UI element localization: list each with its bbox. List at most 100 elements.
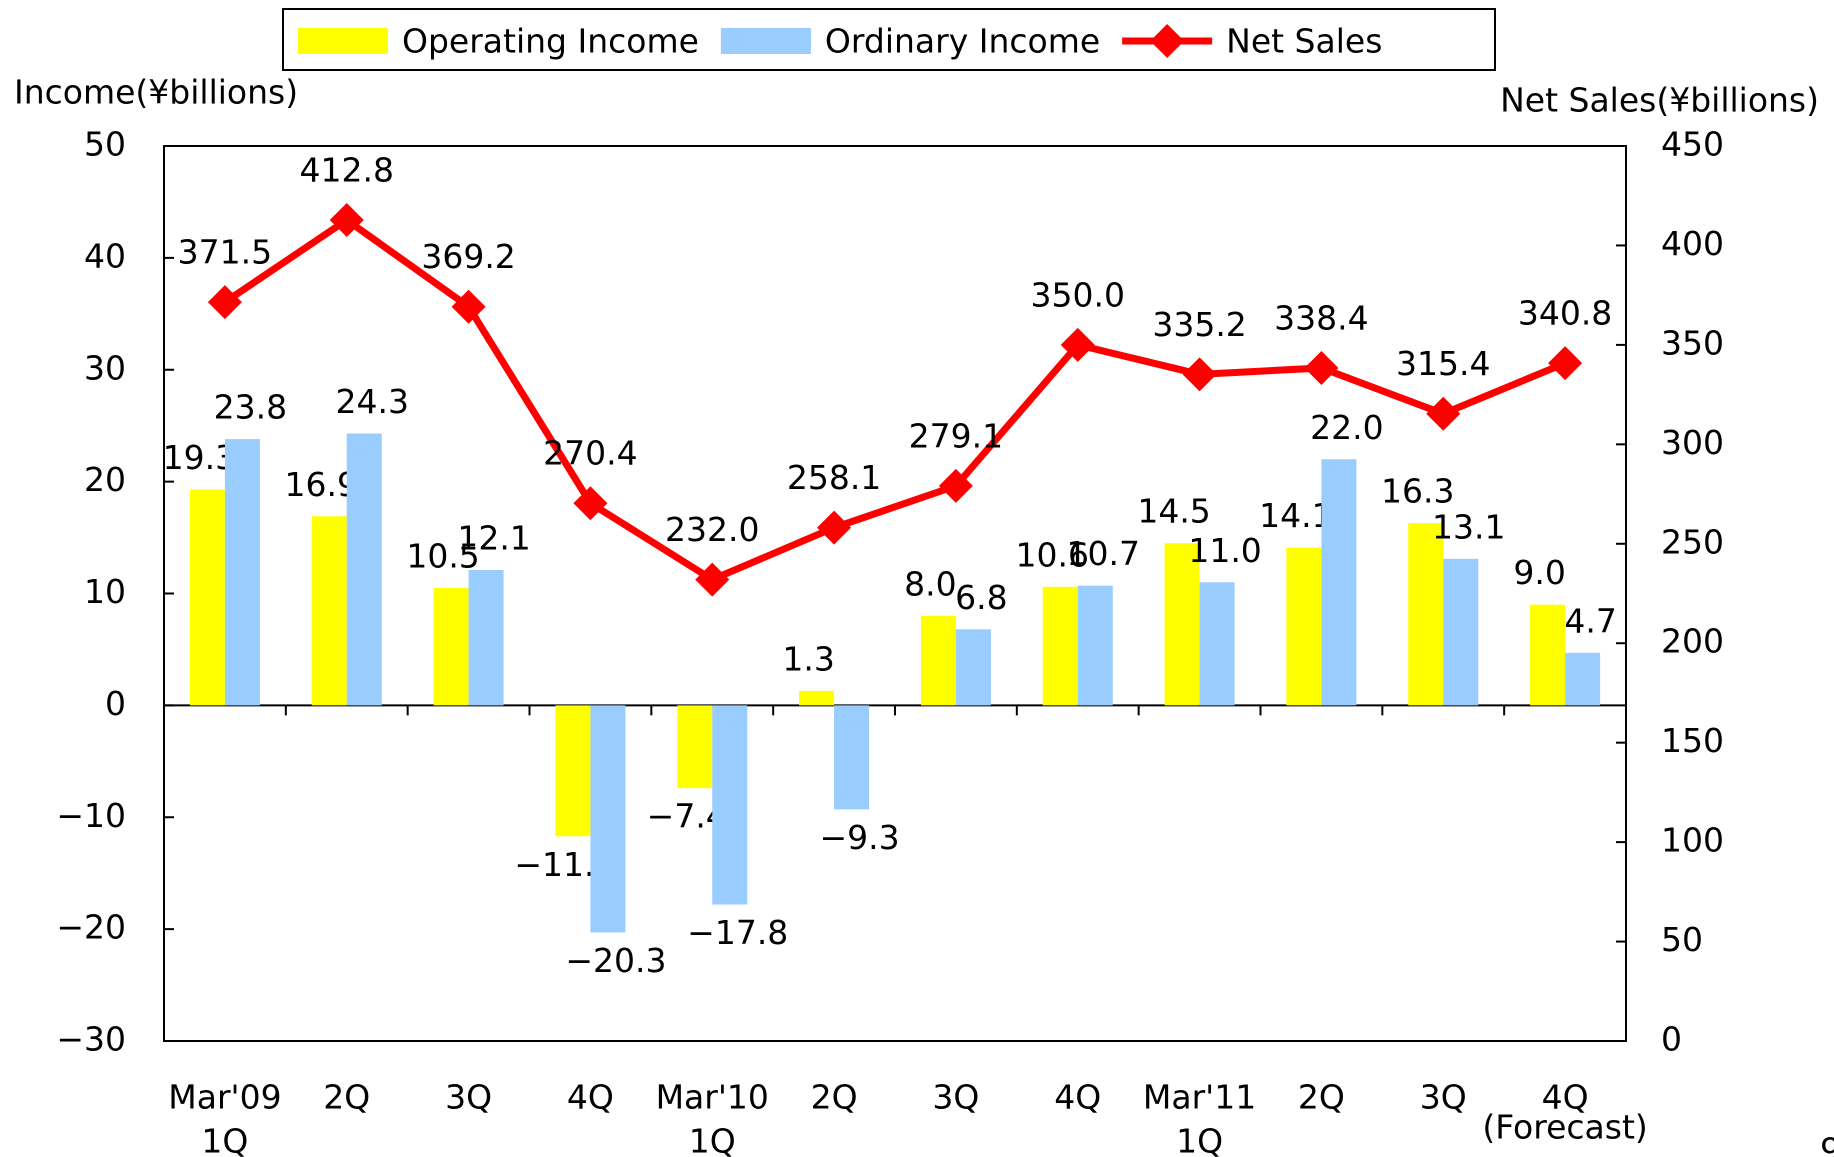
- line-marker: [1548, 346, 1583, 381]
- legend-swatch: [298, 28, 388, 54]
- data-label: 6.8: [955, 578, 1007, 617]
- y2-tick-label: 50: [1661, 920, 1703, 959]
- line-marker: [207, 285, 242, 320]
- bar: [1164, 543, 1200, 706]
- data-label: 8.0: [904, 564, 956, 603]
- x-tick-label: 2Q: [323, 1078, 370, 1117]
- x-tick-label: 2Q: [1298, 1078, 1345, 1117]
- x-tick-label: 4Q: [1542, 1078, 1589, 1117]
- data-label: 315.4: [1396, 344, 1490, 383]
- data-label: 412.8: [300, 150, 394, 189]
- data-label: 9.0: [1513, 553, 1565, 592]
- line-marker: [1060, 327, 1095, 362]
- x-tick-label: 3Q: [1420, 1078, 1467, 1117]
- x-tick-label: 4Q: [1054, 1078, 1101, 1117]
- line-marker: [1182, 357, 1217, 392]
- data-label: 16.9: [285, 465, 358, 504]
- bar: [555, 705, 591, 837]
- line-marker: [938, 468, 973, 503]
- data-label: 16.3: [1381, 472, 1454, 511]
- data-label: 270.4: [543, 434, 637, 473]
- legend-swatch: [1150, 24, 1185, 58]
- data-label: 369.2: [421, 237, 515, 276]
- line-marker: [451, 289, 486, 324]
- x-tick-label: 2Q: [811, 1078, 858, 1117]
- data-label: 13.1: [1432, 507, 1505, 546]
- line: [222, 215, 1567, 584]
- x-tick-label: 4Q: [567, 1078, 614, 1117]
- bar: [346, 433, 382, 706]
- bar: [1199, 582, 1235, 706]
- legend-frame: [282, 8, 1496, 71]
- legend-label: Operating Income: [402, 22, 699, 61]
- bar: [1565, 652, 1601, 706]
- data-label: −20.3: [565, 941, 666, 980]
- bar: [712, 705, 748, 905]
- y2-tick-label: 400: [1661, 224, 1724, 263]
- data-label: 10.6: [1016, 535, 1089, 574]
- data-label: 19.3: [163, 438, 236, 477]
- data-label: 10.5: [406, 536, 479, 575]
- data-label: 10.7: [1067, 534, 1140, 573]
- data-label: 350.0: [1031, 275, 1125, 314]
- legend-swatch: [720, 28, 811, 54]
- legend-label: Ordinary Income: [825, 22, 1100, 61]
- bar: [1077, 585, 1113, 706]
- x-tick-label: 1Q: [689, 1122, 736, 1157]
- y2-tick-label: 250: [1661, 522, 1724, 561]
- plot-frame: [163, 145, 1627, 1042]
- y-tick-label: 50: [84, 125, 126, 164]
- data-label: 23.8: [214, 388, 287, 427]
- data-label: 1.3: [782, 639, 834, 678]
- data-label: 4.7: [1564, 601, 1616, 640]
- x-tick-label: Mar'11: [1143, 1078, 1256, 1117]
- bar: [189, 489, 225, 706]
- bar: [920, 615, 956, 706]
- line-marker: [1304, 350, 1339, 385]
- y-tick-label: −10: [56, 796, 126, 835]
- y-tick-label: 20: [84, 460, 126, 499]
- data-label: 279.1: [909, 416, 1003, 455]
- data-label: 11.0: [1188, 531, 1261, 570]
- y-tick-label: −20: [56, 908, 126, 947]
- bar: [1286, 547, 1322, 706]
- data-label: 14.5: [1137, 492, 1210, 531]
- x-tick-label: 1Q: [1176, 1122, 1223, 1157]
- y2-tick-label: 150: [1661, 721, 1724, 760]
- y-tick-label: −30: [56, 1020, 126, 1059]
- line-marker: [1426, 396, 1461, 431]
- data-label: 258.1: [787, 458, 881, 497]
- bar: [1530, 604, 1566, 706]
- bar: [1443, 558, 1479, 706]
- data-label: 232.0: [665, 510, 759, 549]
- data-label: −17.8: [687, 913, 788, 952]
- data-label: 24.3: [336, 382, 409, 421]
- x-tick-label: Mar'10: [656, 1078, 769, 1117]
- data-label: −9.3: [820, 818, 900, 857]
- y2-tick-label: 200: [1661, 622, 1724, 661]
- x-tick-label: 1Q: [201, 1122, 248, 1157]
- line-marker: [329, 202, 364, 237]
- y2-tick-label: 350: [1661, 323, 1724, 362]
- bar: [468, 570, 504, 706]
- bar: [677, 705, 713, 789]
- y-axis-title: Income(¥billions): [14, 73, 298, 112]
- y-tick-label: 10: [84, 572, 126, 611]
- bar: [224, 439, 260, 706]
- bar: [799, 690, 835, 706]
- data-label: 12.1: [457, 519, 530, 558]
- bar: [1042, 586, 1078, 706]
- line-marker: [817, 510, 852, 545]
- bar: [590, 705, 626, 933]
- data-label: 340.8: [1518, 294, 1612, 333]
- bar: [311, 516, 347, 706]
- data-label: 22.0: [1310, 408, 1383, 447]
- y2-tick-label: 450: [1661, 125, 1724, 164]
- x-tick-label: 3Q: [445, 1078, 492, 1117]
- y-tick-label: 0: [105, 684, 126, 723]
- y-tick-label: 30: [84, 348, 126, 387]
- y2-tick-label: 0: [1661, 1020, 1682, 1059]
- y-tick-label: 40: [84, 236, 126, 275]
- bar: [1408, 523, 1444, 706]
- data-label: 335.2: [1152, 305, 1246, 344]
